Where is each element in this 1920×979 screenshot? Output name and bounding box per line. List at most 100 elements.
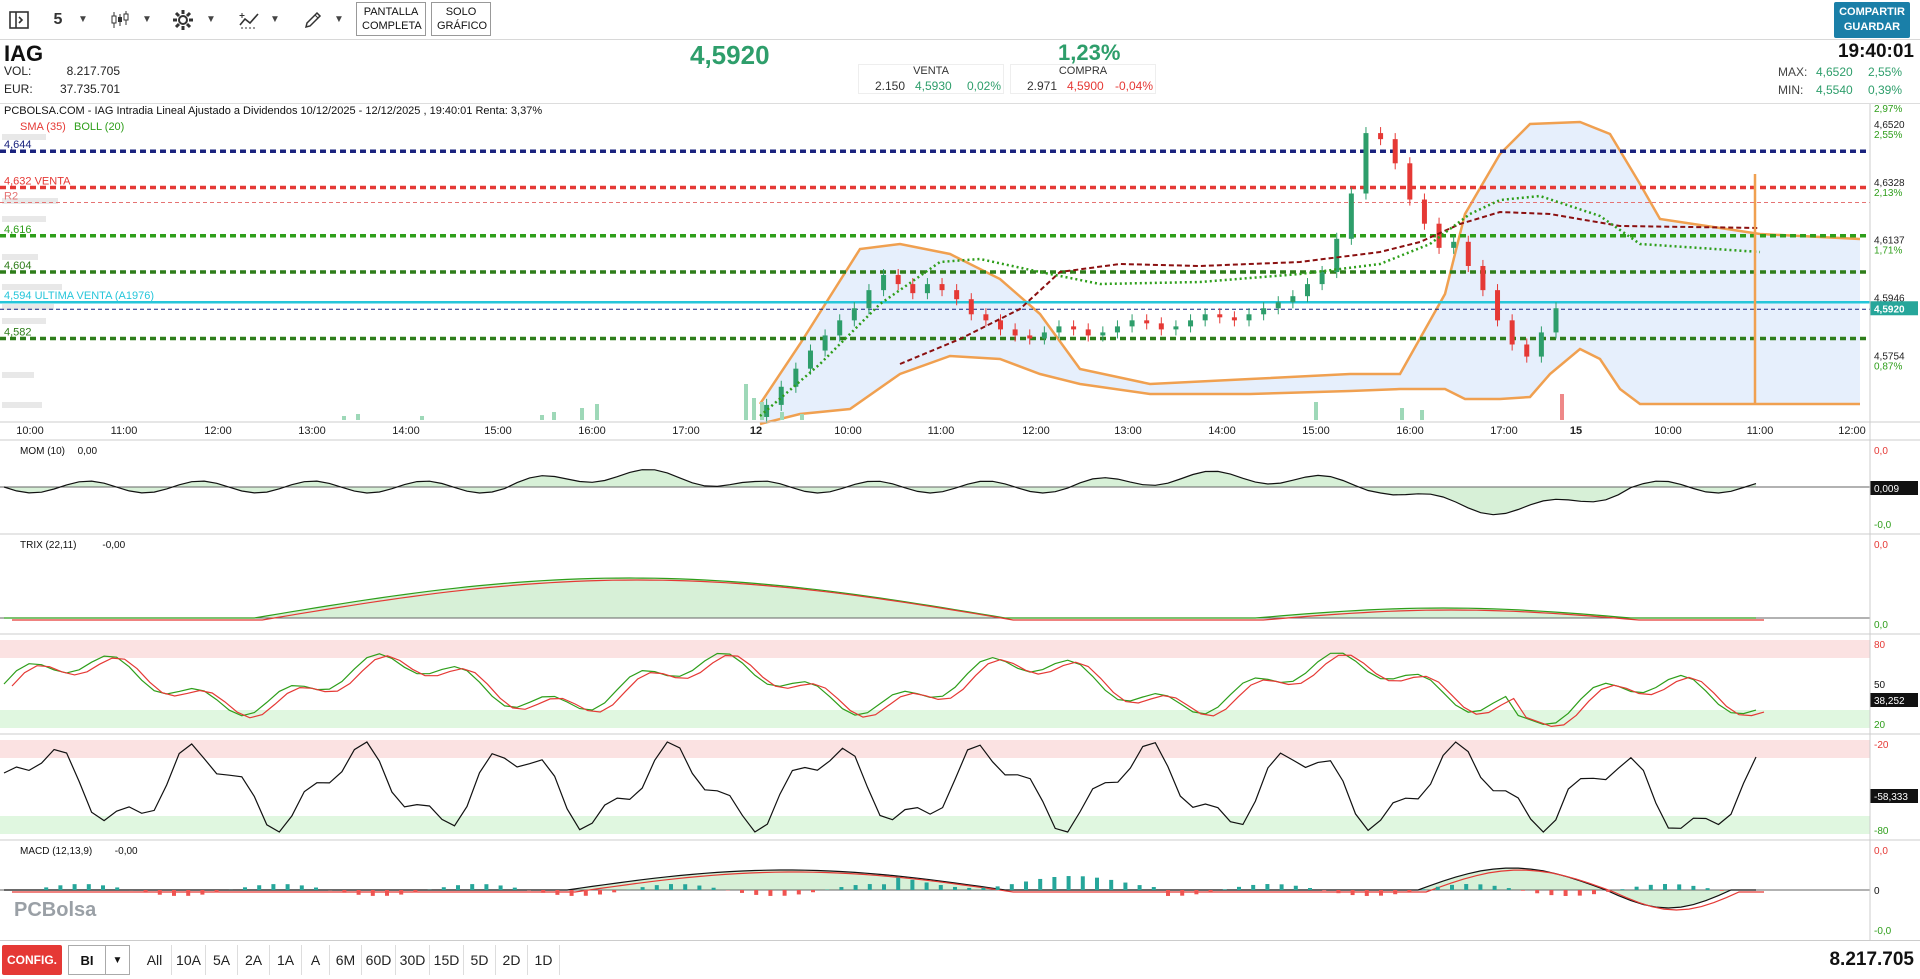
period-2d[interactable]: 2D <box>496 945 528 975</box>
period-5a[interactable]: 5A <box>206 945 238 975</box>
candles <box>764 127 1559 424</box>
pcbolsa-logo: PCBolsa <box>14 899 97 921</box>
macd-histogram-bar <box>1066 876 1071 890</box>
indicator-icon[interactable] <box>236 4 262 36</box>
time-axis-label: 15:00 <box>1302 425 1330 437</box>
fullscreen-button[interactable]: PANTALLA COMPLETA <box>356 2 426 36</box>
volume-bar <box>800 414 804 420</box>
macd-histogram-bar <box>58 885 63 890</box>
macd-histogram-bar <box>186 890 191 896</box>
macd-histogram-bar <box>172 890 176 896</box>
period-1d[interactable]: 1D <box>528 945 560 975</box>
period-60d[interactable]: 60D <box>362 945 396 975</box>
macd-histogram-bar <box>44 887 49 890</box>
interval-caret-icon[interactable]: ▼ <box>78 14 88 25</box>
candle-body <box>968 299 974 315</box>
candle-body <box>1114 326 1120 333</box>
chart-type-caret-icon[interactable]: ▼ <box>142 14 152 25</box>
indicator-value-tag <box>1870 481 1918 495</box>
max-label: MAX: <box>1778 65 1808 79</box>
volume-bar <box>356 414 360 420</box>
macd-histogram-bar <box>640 887 645 890</box>
candle-body <box>1421 199 1427 224</box>
candle-body <box>1012 329 1018 336</box>
volume-bar <box>1314 402 1318 420</box>
candle-body <box>1538 332 1544 357</box>
period-30d[interactable]: 30D <box>396 945 430 975</box>
pencil-icon[interactable] <box>300 4 326 36</box>
macd-histogram-bar <box>157 890 162 895</box>
share-save-button[interactable]: COMPARTIR GUARDAR <box>1834 2 1910 38</box>
mode-button[interactable]: BI <box>68 945 106 975</box>
oversold-zone <box>0 816 1870 834</box>
macd-histogram-bar <box>1521 890 1525 891</box>
candle-body <box>1100 332 1106 336</box>
period-all[interactable]: All <box>138 945 172 975</box>
volume-bars <box>342 384 1564 420</box>
buy-header: COMPRA <box>1058 65 1108 77</box>
bollinger-mid-line <box>759 194 1761 417</box>
indicator-area <box>4 469 1756 515</box>
period-1a[interactable]: 1A <box>270 945 302 975</box>
macd-histogram-bar <box>413 890 418 893</box>
volume-profile <box>2 134 62 408</box>
period-2a[interactable]: 2A <box>238 945 270 975</box>
indicator-axis-bottom: -0,0 <box>1874 926 1892 937</box>
period-6m[interactable]: 6M <box>330 945 362 975</box>
macd-histogram-bar <box>356 890 361 895</box>
mode-caret-icon[interactable]: ▼ <box>106 945 130 975</box>
time-axis-label: 14:00 <box>392 425 420 437</box>
candle-body <box>924 284 930 294</box>
interval-value[interactable]: 5 <box>53 11 63 28</box>
max-value: 4,6520 <box>1816 65 1853 79</box>
macd-histogram-bar <box>1052 877 1057 890</box>
price-axis-label: 4,6137 <box>1874 236 1905 247</box>
period-5d[interactable]: 5D <box>464 945 496 975</box>
current-price-tag-text: 4,5920 <box>1874 304 1905 315</box>
sidebar-toggle-icon[interactable] <box>6 4 32 36</box>
period-10a[interactable]: 10A <box>172 945 206 975</box>
candle-body <box>866 290 872 309</box>
volume-bar <box>595 404 599 420</box>
chart-only-button[interactable]: SOLO GRÁFICO <box>431 2 491 36</box>
gear-icon[interactable] <box>170 4 196 36</box>
time-axis-label: 12:00 <box>1022 425 1050 437</box>
candle-body <box>778 386 784 405</box>
macd-histogram-bar <box>1719 890 1724 891</box>
macd-histogram-bar <box>1648 884 1653 890</box>
volume-bar <box>760 402 764 420</box>
macd-histogram-bar <box>995 886 1000 890</box>
candle-body <box>793 368 799 387</box>
chart-area[interactable]: 4,644 4,632 VENTA R2 4,616 4,604 4,594 ULTIMA… <box>0 104 1920 940</box>
price-axis-label: 4,5754 <box>1874 351 1905 362</box>
overbought-zone <box>0 640 1870 658</box>
macd-histogram-bar <box>1393 890 1398 895</box>
vol-value: 8.217.705 <box>66 64 120 78</box>
macd-histogram-bar <box>853 885 858 890</box>
candle-body <box>1553 308 1559 333</box>
period-15d[interactable]: 15D <box>430 945 464 975</box>
candle-body <box>764 404 770 417</box>
macd-histogram-bar <box>441 887 446 890</box>
bottom-bar: CONFIG. BI ▼ All 10A 5A 2A 1A A 6M 60D 30D 15D 5D 2… <box>0 940 1920 979</box>
indicator-value: -0,00 <box>115 846 138 857</box>
pct-axis-label: 2,97% <box>1874 104 1902 115</box>
macd-histogram-bar <box>1606 890 1611 892</box>
period-a[interactable]: A <box>302 945 330 975</box>
macd-histogram-bar <box>1251 884 1256 890</box>
buy-qty: 2.971 <box>1027 79 1058 93</box>
price-axis-label: 4,5946 <box>1874 293 1905 304</box>
eur-value: 37.735.701 <box>60 82 121 96</box>
candle-body <box>1056 326 1062 333</box>
macd-histogram-bar <box>782 890 787 896</box>
indicators-caret-icon[interactable]: ▼ <box>270 14 280 25</box>
macd-histogram-bar <box>1421 889 1426 890</box>
config-button[interactable]: CONFIG. <box>2 945 62 975</box>
macd-histogram-bar <box>796 890 801 895</box>
candlestick-icon[interactable] <box>108 4 132 36</box>
settings-caret-icon[interactable]: ▼ <box>206 14 216 25</box>
drawing-caret-icon[interactable]: ▼ <box>334 14 344 25</box>
indicator-signal-line <box>12 579 1764 621</box>
volume-profile-bar <box>2 134 46 140</box>
candle-body <box>837 320 843 336</box>
